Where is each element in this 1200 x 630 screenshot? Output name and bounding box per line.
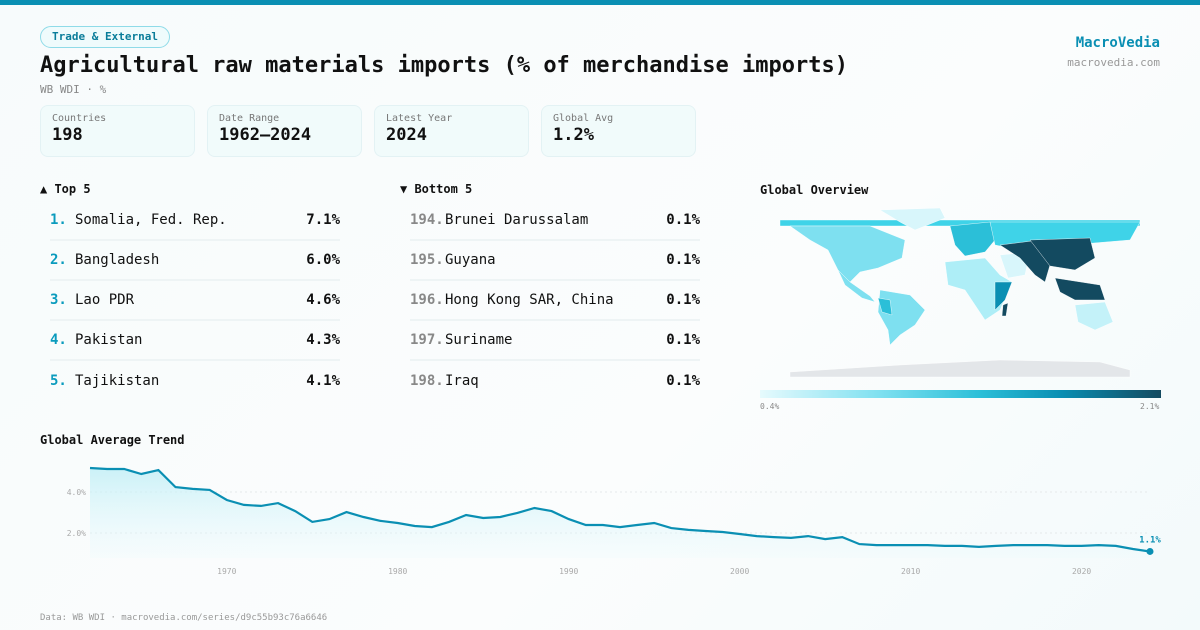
country-name: Pakistan bbox=[75, 332, 143, 348]
stat-value: 1.2% bbox=[553, 125, 594, 145]
footer-source[interactable]: Data: WB WDI · macrovedia.com/series/d9c… bbox=[40, 613, 328, 623]
rank: 198. bbox=[410, 373, 444, 389]
trend-end-point bbox=[1146, 547, 1154, 555]
list-item[interactable]: 5. Tajikistan 4.1% bbox=[50, 361, 340, 401]
country-name: Somalia, Fed. Rep. bbox=[75, 212, 227, 228]
rank: 5. bbox=[50, 373, 67, 389]
value: 7.1% bbox=[306, 212, 340, 228]
x-tick-label: 2000 bbox=[730, 567, 749, 576]
legend-min: 0.4% bbox=[760, 402, 780, 411]
x-tick-label: 1990 bbox=[559, 567, 578, 576]
x-tick-label: 1980 bbox=[388, 567, 407, 576]
value: 0.1% bbox=[666, 212, 700, 228]
country-name: Lao PDR bbox=[75, 292, 135, 308]
stat-global-avg: Global Avg 1.2% bbox=[541, 105, 696, 157]
rank: 196. bbox=[410, 292, 444, 308]
country-name: Brunei Darussalam bbox=[445, 212, 589, 228]
page-title: Agricultural raw materials imports (% of… bbox=[40, 53, 848, 78]
rank: 197. bbox=[410, 332, 444, 348]
trend-line bbox=[89, 466, 1151, 553]
top-accent-bar bbox=[0, 0, 1200, 5]
stat-latest-year: Latest Year 2024 bbox=[374, 105, 529, 157]
list-item[interactable]: 196. Hong Kong SAR, China 0.1% bbox=[410, 281, 700, 321]
stat-label: Global Avg bbox=[553, 113, 614, 124]
rank: 195. bbox=[410, 252, 444, 268]
country-name: Tajikistan bbox=[75, 373, 160, 389]
country-name: Suriname bbox=[445, 332, 513, 348]
value: 0.1% bbox=[666, 252, 700, 268]
stat-label: Countries bbox=[52, 113, 107, 124]
category-badge[interactable]: Trade & External bbox=[40, 26, 170, 48]
value: 6.0% bbox=[306, 252, 340, 268]
value: 0.1% bbox=[666, 373, 700, 389]
stat-value: 1962–2024 bbox=[219, 125, 312, 145]
country-name: Hong Kong SAR, China bbox=[445, 292, 614, 308]
brand-logo[interactable]: MacroVedia bbox=[1075, 35, 1160, 51]
list-item[interactable]: 2. Bangladesh 6.0% bbox=[50, 241, 340, 281]
page-subtitle: WB WDI · % bbox=[40, 83, 107, 96]
list-item[interactable]: 3. Lao PDR 4.6% bbox=[50, 281, 340, 321]
stat-value: 198 bbox=[52, 125, 83, 145]
x-tick-label: 2020 bbox=[1072, 567, 1091, 576]
trend-area bbox=[90, 468, 1150, 558]
stat-countries: Countries 198 bbox=[40, 105, 195, 157]
rank: 194. bbox=[410, 212, 444, 228]
top5-list: 1. Somalia, Fed. Rep. 7.1% 2. Bangladesh 6.0… bbox=[50, 201, 340, 401]
y-tick-label: 4.0% bbox=[67, 488, 86, 497]
rank: 2. bbox=[50, 252, 67, 268]
list-item[interactable]: 4. Pakistan 4.3% bbox=[50, 321, 340, 361]
bottom5-heading: ▼ Bottom 5 bbox=[400, 182, 473, 196]
value: 4.1% bbox=[306, 373, 340, 389]
list-item[interactable]: 197. Suriname 0.1% bbox=[410, 321, 700, 361]
brand-url[interactable]: macrovedia.com bbox=[1067, 56, 1160, 69]
x-tick-label: 2010 bbox=[901, 567, 920, 576]
list-item[interactable]: 198. Iraq 0.1% bbox=[410, 361, 700, 401]
trend-end-label: 1.1% bbox=[1139, 535, 1161, 545]
stat-value: 2024 bbox=[386, 125, 427, 145]
country-name: Bangladesh bbox=[75, 252, 160, 268]
trend-heading: Global Average Trend bbox=[40, 433, 185, 447]
map-heading: Global Overview bbox=[760, 183, 869, 197]
list-item[interactable]: 1. Somalia, Fed. Rep. 7.1% bbox=[50, 201, 340, 241]
stat-label: Date Range bbox=[219, 113, 280, 124]
legend-max: 2.1% bbox=[1140, 402, 1160, 411]
country-name: Iraq bbox=[445, 373, 479, 389]
value: 0.1% bbox=[666, 292, 700, 308]
rank: 1. bbox=[50, 212, 67, 228]
stat-date-range: Date Range 1962–2024 bbox=[207, 105, 362, 157]
top5-heading: ▲ Top 5 bbox=[40, 182, 91, 196]
value: 4.6% bbox=[306, 292, 340, 308]
x-tick-label: 1970 bbox=[217, 567, 236, 576]
rank: 4. bbox=[50, 332, 67, 348]
country-name: Guyana bbox=[445, 252, 496, 268]
rank: 3. bbox=[50, 292, 67, 308]
list-item[interactable]: 194. Brunei Darussalam 0.1% bbox=[410, 201, 700, 241]
stat-label: Latest Year bbox=[386, 113, 453, 124]
list-item[interactable]: 195. Guyana 0.1% bbox=[410, 241, 700, 281]
y-tick-label: 2.0% bbox=[67, 529, 86, 538]
bottom5-list: 194. Brunei Darussalam 0.1% 195. Guyana 0.1%… bbox=[410, 201, 700, 401]
value: 0.1% bbox=[666, 332, 700, 348]
map-color-legend bbox=[760, 390, 1161, 398]
value: 4.3% bbox=[306, 332, 340, 348]
